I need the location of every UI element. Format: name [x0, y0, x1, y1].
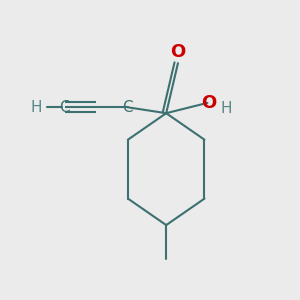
Text: O: O — [170, 43, 186, 61]
Text: C: C — [123, 100, 133, 115]
Text: H: H — [31, 100, 42, 115]
Text: C: C — [59, 100, 70, 115]
Text: H: H — [221, 101, 232, 116]
Text: O: O — [201, 94, 217, 112]
